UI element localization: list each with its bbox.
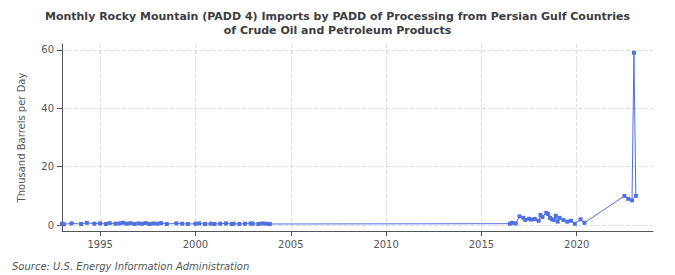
- svg-text:20: 20: [41, 161, 54, 172]
- svg-text:2015: 2015: [469, 239, 494, 250]
- svg-text:2020: 2020: [564, 239, 589, 250]
- svg-text:2005: 2005: [278, 239, 303, 250]
- svg-text:0: 0: [48, 220, 54, 231]
- svg-text:1995: 1995: [87, 239, 112, 250]
- svg-text:Source: U.S. Energy Informatio: Source: U.S. Energy Information Administ…: [12, 261, 249, 272]
- svg-text:of Crude Oil and Petroleum Pro: of Crude Oil and Petroleum Products: [224, 24, 452, 37]
- svg-text:40: 40: [41, 103, 54, 114]
- svg-text:Thousand Barrels per Day: Thousand Barrels per Day: [16, 73, 27, 204]
- svg-text:Monthly Rocky Mountain (PADD 4: Monthly Rocky Mountain (PADD 4) Imports …: [45, 10, 631, 23]
- svg-text:2000: 2000: [183, 239, 208, 250]
- svg-text:2010: 2010: [373, 239, 398, 250]
- svg-text:60: 60: [41, 44, 54, 55]
